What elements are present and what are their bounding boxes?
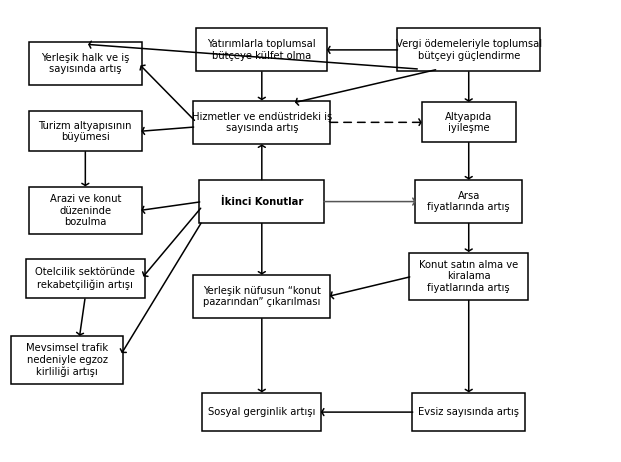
Text: Evsiz sayısında artış: Evsiz sayısında artış	[418, 407, 519, 417]
FancyBboxPatch shape	[26, 259, 145, 298]
FancyBboxPatch shape	[11, 336, 124, 384]
FancyBboxPatch shape	[29, 187, 142, 234]
Text: Mevsimsel trafik
nedeniyle egzoz
kirliliği artışı: Mevsimsel trafik nedeniyle egzoz kirlili…	[26, 343, 108, 377]
Text: Arsa
fiyatlarında artış: Arsa fiyatlarında artış	[427, 191, 510, 213]
FancyBboxPatch shape	[29, 111, 142, 152]
Text: Yatırımlarla toplumsal
bütçeye külfet olma: Yatırımlarla toplumsal bütçeye külfet ol…	[207, 39, 316, 61]
Text: Hizmetler ve endüstrideki iş
sayısında artış: Hizmetler ve endüstrideki iş sayısında a…	[192, 111, 332, 133]
Text: İkinci Konutlar: İkinci Konutlar	[220, 196, 303, 207]
Text: Arazi ve konut
düzeninde
bozulma: Arazi ve konut düzeninde bozulma	[50, 194, 121, 227]
Text: Altyapıda
iyileşme: Altyapıda iyileşme	[445, 111, 492, 133]
Text: Vergi ödemeleriyle toplumsal
bütçeyi güçlendirme: Vergi ödemeleriyle toplumsal bütçeyi güç…	[396, 39, 542, 61]
FancyBboxPatch shape	[409, 253, 528, 300]
FancyBboxPatch shape	[196, 28, 327, 72]
Text: Yerleşik halk ve iş
sayısında artış: Yerleşik halk ve iş sayısında artış	[41, 53, 130, 74]
Text: Konut satın alma ve
kiralama
fiyatlarında artış: Konut satın alma ve kiralama fiyatlarınd…	[419, 260, 519, 293]
FancyBboxPatch shape	[29, 42, 142, 85]
Text: Turizm altyapısının
büyümesi: Turizm altyapısının büyümesi	[39, 121, 132, 142]
FancyBboxPatch shape	[193, 275, 330, 318]
FancyBboxPatch shape	[193, 101, 330, 144]
FancyBboxPatch shape	[397, 28, 540, 72]
FancyBboxPatch shape	[415, 180, 522, 223]
FancyBboxPatch shape	[422, 103, 516, 142]
FancyBboxPatch shape	[202, 393, 321, 432]
FancyBboxPatch shape	[199, 180, 324, 223]
FancyBboxPatch shape	[412, 393, 525, 432]
Text: Yerleşik nüfusun “konut
pazarından” çıkarılması: Yerleşik nüfusun “konut pazarından” çıka…	[203, 286, 321, 307]
Text: Otelcilik sektöründe
rekabetçiliğin artışı: Otelcilik sektöründe rekabetçiliğin artı…	[35, 267, 135, 290]
Text: Sosyal gerginlik artışı: Sosyal gerginlik artışı	[208, 407, 315, 417]
